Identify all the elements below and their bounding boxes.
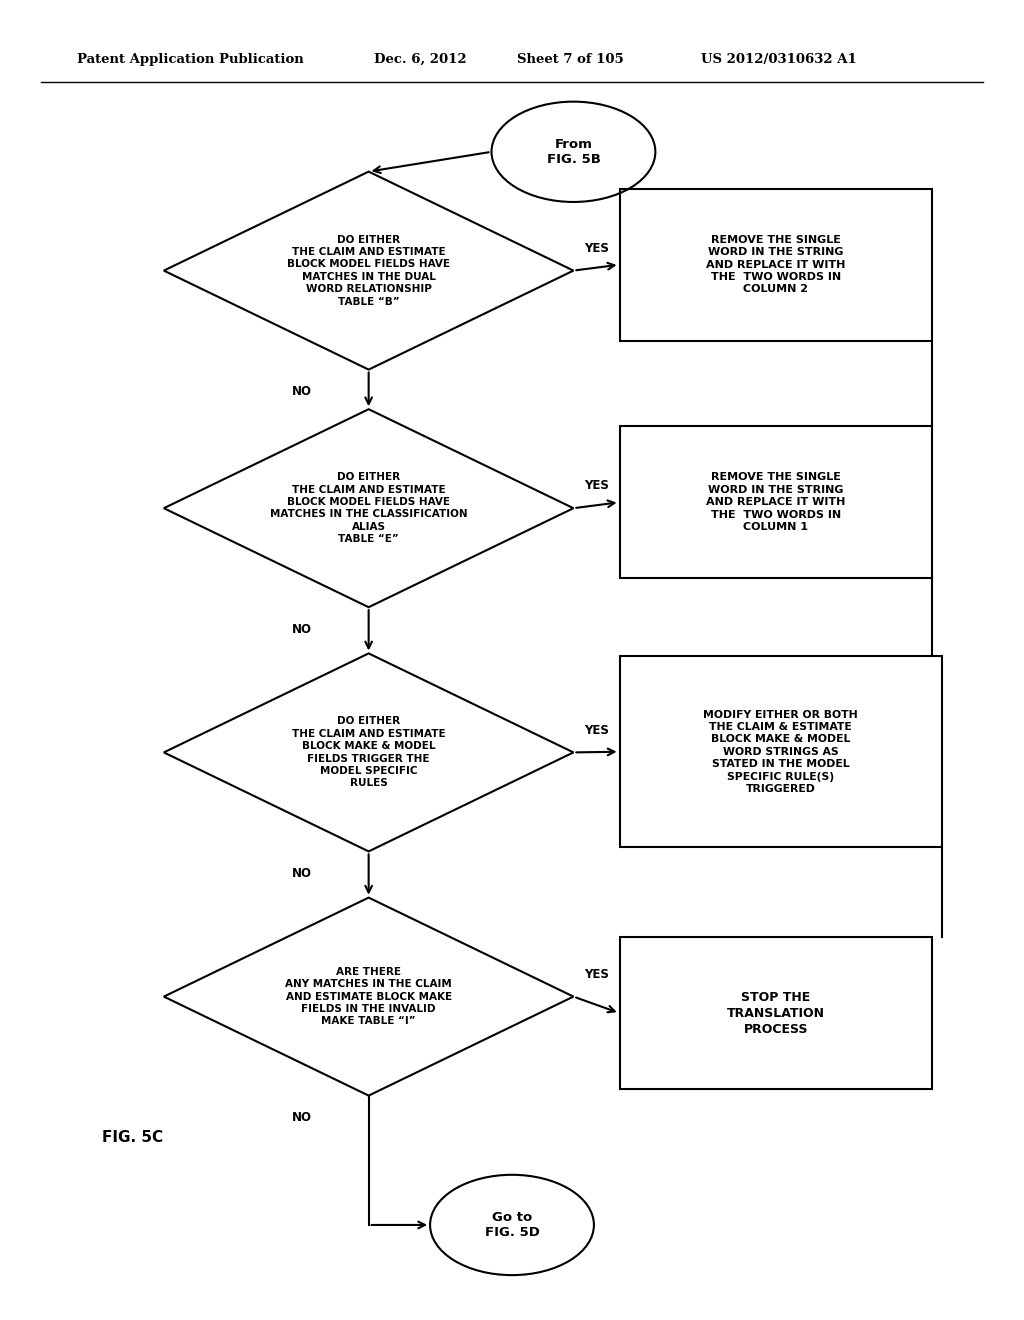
Text: STOP THE
TRANSLATION
PROCESS: STOP THE TRANSLATION PROCESS	[727, 990, 824, 1036]
Bar	[620, 189, 932, 341]
Text: Patent Application Publication: Patent Application Publication	[77, 53, 303, 66]
Text: REMOVE THE SINGLE
WORD IN THE STRING
AND REPLACE IT WITH
THE  TWO WORDS IN
COLUM: REMOVE THE SINGLE WORD IN THE STRING AND…	[706, 235, 846, 294]
Text: US 2012/0310632 A1: US 2012/0310632 A1	[701, 53, 857, 66]
Text: Sheet 7 of 105: Sheet 7 of 105	[517, 53, 624, 66]
Text: REMOVE THE SINGLE
WORD IN THE STRING
AND REPLACE IT WITH
THE  TWO WORDS IN
COLUM: REMOVE THE SINGLE WORD IN THE STRING AND…	[706, 473, 846, 532]
Text: DO EITHER
THE CLAIM AND ESTIMATE
BLOCK MAKE & MODEL
FIELDS TRIGGER THE
MODEL SPE: DO EITHER THE CLAIM AND ESTIMATE BLOCK M…	[292, 717, 445, 788]
Text: Go to
FIG. 5D: Go to FIG. 5D	[484, 1210, 540, 1239]
Text: NO: NO	[292, 1111, 312, 1125]
Text: Dec. 6, 2012: Dec. 6, 2012	[374, 53, 466, 66]
Text: From
FIG. 5B: From FIG. 5B	[547, 137, 600, 166]
Text: NO: NO	[292, 623, 312, 636]
Text: DO EITHER
THE CLAIM AND ESTIMATE
BLOCK MODEL FIELDS HAVE
MATCHES IN THE DUAL
WOR: DO EITHER THE CLAIM AND ESTIMATE BLOCK M…	[287, 235, 451, 306]
Bar	[620, 937, 932, 1089]
Text: NO: NO	[292, 867, 312, 880]
Text: NO: NO	[292, 385, 312, 399]
Text: MODIFY EITHER OR BOTH
THE CLAIM & ESTIMATE
BLOCK MAKE & MODEL
WORD STRINGS AS
ST: MODIFY EITHER OR BOTH THE CLAIM & ESTIMA…	[703, 710, 858, 793]
Text: YES: YES	[584, 968, 608, 981]
Text: ARE THERE
ANY MATCHES IN THE CLAIM
AND ESTIMATE BLOCK MAKE
FIELDS IN THE INVALID: ARE THERE ANY MATCHES IN THE CLAIM AND E…	[286, 966, 452, 1027]
Text: DO EITHER
THE CLAIM AND ESTIMATE
BLOCK MODEL FIELDS HAVE
MATCHES IN THE CLASSIFI: DO EITHER THE CLAIM AND ESTIMATE BLOCK M…	[270, 473, 467, 544]
Text: FIG. 5C: FIG. 5C	[102, 1130, 164, 1146]
Text: YES: YES	[584, 479, 608, 492]
Text: YES: YES	[584, 723, 608, 737]
Bar	[620, 656, 942, 847]
Text: YES: YES	[584, 242, 608, 255]
Bar	[620, 426, 932, 578]
